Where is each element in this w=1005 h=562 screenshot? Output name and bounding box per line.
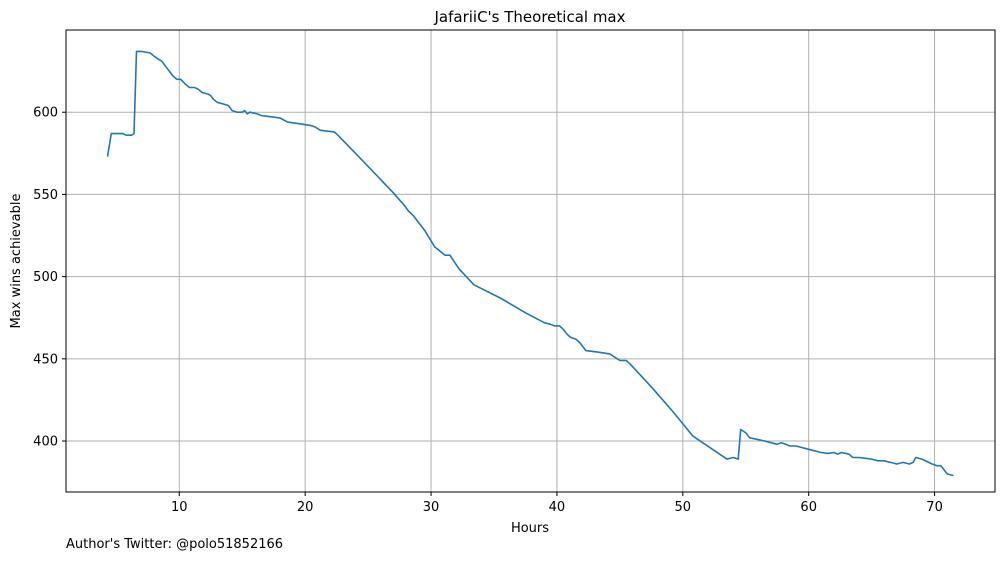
x-tick-label: 70 (926, 500, 943, 515)
x-tick-label: 60 (800, 500, 817, 515)
x-axis-label: Hours (511, 521, 549, 536)
plot-area-frame (65, 29, 996, 493)
axis-ticks: 10 20 30 40 50 60 70 400 450 500 550 600 (33, 106, 943, 515)
y-tick-label: 600 (33, 106, 58, 121)
y-tick-label: 400 (33, 435, 58, 450)
chart-title: JafariiC's Theoretical max (433, 8, 625, 26)
y-tick-label: 550 (33, 188, 58, 203)
x-tick-label: 30 (423, 500, 440, 515)
y-tick-label: 500 (33, 270, 58, 285)
author-twitter-note: Author's Twitter: @polo51852166 (66, 537, 284, 552)
series-line (106, 50, 954, 477)
x-tick-label: 50 (675, 500, 692, 515)
y-axis-label: Max wins achievable (9, 194, 24, 329)
x-tick-label: 10 (171, 500, 188, 515)
y-tick-label: 450 (33, 352, 58, 367)
x-tick-label: 40 (549, 500, 566, 515)
grid-lines (66, 30, 995, 492)
x-tick-label: 20 (297, 500, 314, 515)
